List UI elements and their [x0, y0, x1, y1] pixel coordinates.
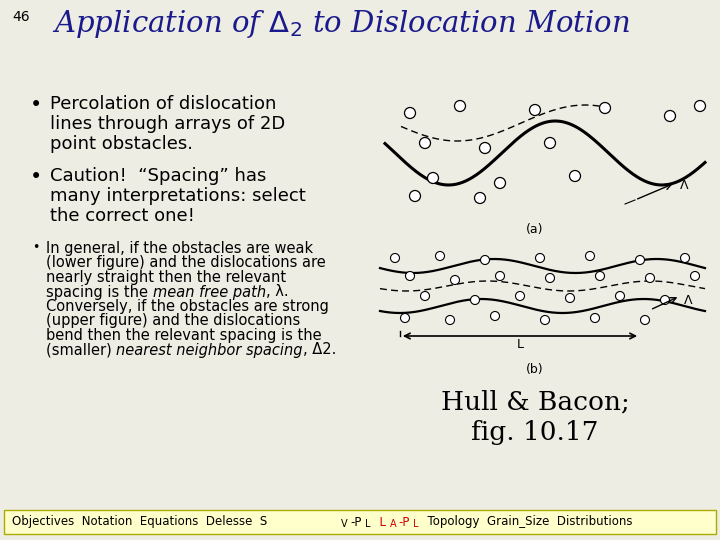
Text: $\Lambda$: $\Lambda$	[683, 294, 693, 307]
Circle shape	[480, 143, 490, 153]
Circle shape	[646, 273, 654, 282]
Text: Caution!  “Spacing” has: Caution! “Spacing” has	[50, 167, 266, 185]
Text: (smaller): (smaller)	[46, 342, 117, 357]
Circle shape	[544, 138, 556, 148]
Text: -P: -P	[398, 516, 410, 529]
Text: •: •	[30, 167, 42, 187]
Text: Topology  Grain_Size  Distributions: Topology Grain_Size Distributions	[420, 516, 633, 529]
Text: Conversely, if the obstacles are strong: Conversely, if the obstacles are strong	[46, 299, 329, 314]
Circle shape	[480, 255, 490, 265]
Text: Percolation of dislocation: Percolation of dislocation	[50, 95, 276, 113]
Circle shape	[616, 292, 624, 300]
Circle shape	[410, 191, 420, 201]
Circle shape	[590, 314, 600, 322]
Text: L: L	[516, 338, 523, 351]
Text: many interpretations: select: many interpretations: select	[50, 187, 306, 205]
Text: L: L	[413, 519, 418, 529]
Circle shape	[665, 111, 675, 122]
Text: lines through arrays of 2D: lines through arrays of 2D	[50, 115, 285, 133]
Circle shape	[641, 315, 649, 325]
Text: bend then the relevant spacing is the: bend then the relevant spacing is the	[46, 328, 322, 343]
Circle shape	[495, 178, 505, 188]
Circle shape	[400, 314, 410, 322]
Circle shape	[436, 252, 444, 260]
Circle shape	[420, 292, 430, 300]
Circle shape	[680, 253, 690, 262]
Circle shape	[690, 272, 700, 280]
Circle shape	[565, 294, 575, 302]
Text: fig. 10.17: fig. 10.17	[472, 420, 599, 445]
Text: (upper figure) and the dislocations: (upper figure) and the dislocations	[46, 314, 300, 328]
Text: nearly straight then the relevant: nearly straight then the relevant	[46, 270, 286, 285]
Circle shape	[490, 312, 500, 321]
Circle shape	[405, 107, 415, 118]
Text: Hull & Bacon;: Hull & Bacon;	[441, 390, 629, 415]
Text: -P: -P	[350, 516, 361, 529]
Circle shape	[695, 100, 706, 111]
Text: L: L	[372, 516, 386, 529]
Text: V: V	[341, 519, 348, 529]
Text: $\Lambda$: $\Lambda$	[679, 179, 690, 192]
Circle shape	[529, 105, 541, 116]
Circle shape	[428, 172, 438, 184]
Circle shape	[585, 252, 595, 260]
Circle shape	[474, 192, 485, 204]
Circle shape	[405, 272, 415, 280]
Text: •: •	[30, 95, 42, 115]
Text: mean free path: mean free path	[153, 285, 266, 300]
Text: , λ.: , λ.	[266, 285, 289, 300]
Circle shape	[600, 103, 611, 113]
Circle shape	[536, 253, 544, 262]
Text: •: •	[32, 241, 40, 254]
Text: In general, if the obstacles are weak: In general, if the obstacles are weak	[46, 241, 313, 256]
Text: nearest neighbor spacing: nearest neighbor spacing	[117, 342, 303, 357]
Text: spacing is the: spacing is the	[46, 285, 153, 300]
Circle shape	[446, 315, 454, 325]
Circle shape	[454, 100, 466, 111]
Circle shape	[495, 272, 505, 280]
Circle shape	[470, 295, 480, 305]
Text: (lower figure) and the dislocations are: (lower figure) and the dislocations are	[46, 255, 325, 271]
Text: (b): (b)	[526, 363, 544, 376]
Text: point obstacles.: point obstacles.	[50, 135, 193, 153]
Text: L: L	[364, 519, 370, 529]
Circle shape	[516, 292, 524, 300]
Circle shape	[451, 275, 459, 285]
Circle shape	[595, 272, 605, 280]
Circle shape	[390, 253, 400, 262]
Circle shape	[541, 315, 549, 325]
Text: 46: 46	[12, 10, 30, 24]
Text: Application of $\Delta_2$ to Dislocation Motion: Application of $\Delta_2$ to Dislocation…	[52, 8, 630, 40]
Text: the correct one!: the correct one!	[50, 207, 195, 225]
Circle shape	[420, 138, 431, 148]
Circle shape	[660, 295, 670, 305]
Text: , Δ2.: , Δ2.	[303, 342, 336, 357]
Circle shape	[570, 171, 580, 181]
Circle shape	[546, 273, 554, 282]
Bar	[4, 510, 716, 534]
Text: Objectives  Notation  Equations  Delesse  S: Objectives Notation Equations Delesse S	[12, 516, 267, 529]
Circle shape	[636, 255, 644, 265]
Text: A: A	[390, 519, 397, 529]
Text: (a): (a)	[526, 223, 544, 236]
